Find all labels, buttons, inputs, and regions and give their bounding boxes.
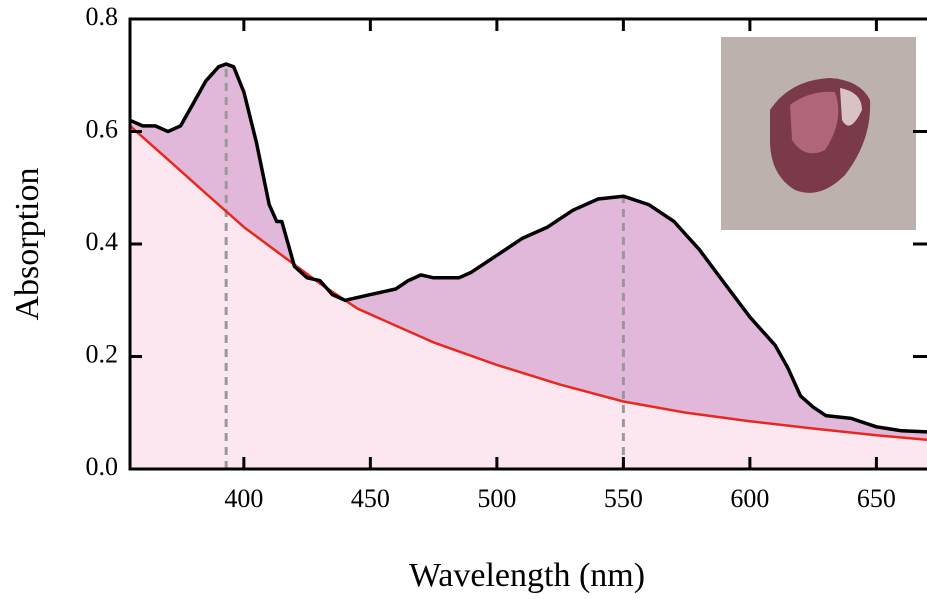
- area: [130, 125, 927, 470]
- plot-layer: [129, 62, 927, 470]
- y-tick-label: 0.8: [86, 2, 119, 31]
- y-tick-label: 0.2: [86, 339, 119, 368]
- x-tick-label: 550: [604, 484, 643, 513]
- x-tick-label: 500: [477, 484, 516, 513]
- x-axis-label: Wavelength (nm): [409, 557, 645, 594]
- line: [129, 124, 927, 442]
- x-tick-label: 450: [351, 484, 390, 513]
- gem-highlight: [840, 88, 862, 126]
- gem-facet: [790, 91, 839, 154]
- x-tick-label: 600: [730, 484, 769, 513]
- y-tick-label: 0.0: [86, 452, 119, 481]
- x-tick-label: 650: [857, 484, 896, 513]
- y-axis-label: Absorption: [9, 168, 46, 321]
- y-tick-label: 0.4: [86, 227, 119, 256]
- x-tick-label: 400: [224, 484, 263, 513]
- y-tick-label: 0.6: [86, 114, 119, 143]
- inset-photo: [721, 37, 916, 230]
- line: [129, 62, 927, 434]
